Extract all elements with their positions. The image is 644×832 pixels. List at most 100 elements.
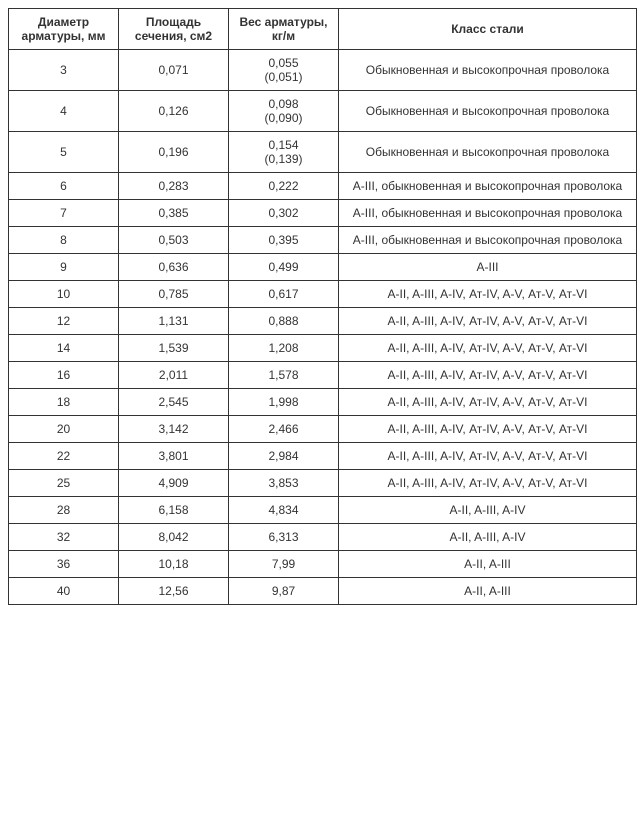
- cell-steel-class: A-II, A-III, A-IV, Ат-IV, A-V, Ат-V, Ат-…: [339, 470, 637, 497]
- cell-area: 2,545: [119, 389, 229, 416]
- table-row: 223,8012,984A-II, A-III, A-IV, Ат-IV, A-…: [9, 443, 637, 470]
- cell-area: 3,801: [119, 443, 229, 470]
- cell-weight: 7,99: [229, 551, 339, 578]
- cell-steel-class: A-II, A-III, A-IV, Ат-IV, A-V, Ат-V, Ат-…: [339, 443, 637, 470]
- table-row: 90,6360,499A-III: [9, 254, 637, 281]
- cell-steel-class: A-III, обыкновенная и высокопрочная пров…: [339, 200, 637, 227]
- table-header-row: Диаметр арматуры, мм Площадь сечения, см…: [9, 9, 637, 50]
- cell-steel-class: Обыкновенная и высокопрочная проволока: [339, 50, 637, 91]
- cell-diameter: 7: [9, 200, 119, 227]
- table-row: 121,1310,888A-II, A-III, A-IV, Ат-IV, A-…: [9, 308, 637, 335]
- cell-area: 8,042: [119, 524, 229, 551]
- cell-weight: 0,098(0,090): [229, 91, 339, 132]
- col-header-area: Площадь сечения, см2: [119, 9, 229, 50]
- cell-area: 10,18: [119, 551, 229, 578]
- cell-steel-class: A-II, A-III: [339, 551, 637, 578]
- cell-steel-class: A-II, A-III, A-IV, Ат-IV, A-V, Ат-V, Ат-…: [339, 281, 637, 308]
- cell-steel-class: A-II, A-III, A-IV, Ат-IV, A-V, Ат-V, Ат-…: [339, 335, 637, 362]
- cell-steel-class: A-II, A-III: [339, 578, 637, 605]
- cell-diameter: 20: [9, 416, 119, 443]
- cell-diameter: 6: [9, 173, 119, 200]
- cell-area: 0,283: [119, 173, 229, 200]
- cell-diameter: 10: [9, 281, 119, 308]
- cell-diameter: 9: [9, 254, 119, 281]
- cell-steel-class: Обыкновенная и высокопрочная проволока: [339, 91, 637, 132]
- cell-weight: 0,499: [229, 254, 339, 281]
- cell-diameter: 5: [9, 132, 119, 173]
- cell-diameter: 28: [9, 497, 119, 524]
- cell-area: 12,56: [119, 578, 229, 605]
- cell-weight: 1,208: [229, 335, 339, 362]
- table-body: 30,0710,055(0,051)Обыкновенная и высокоп…: [9, 50, 637, 605]
- cell-area: 1,539: [119, 335, 229, 362]
- cell-weight: 1,998: [229, 389, 339, 416]
- col-header-weight: Вес арматуры, кг/м: [229, 9, 339, 50]
- cell-area: 0,071: [119, 50, 229, 91]
- table-row: 70,3850,302A-III, обыкновенная и высокоп…: [9, 200, 637, 227]
- cell-diameter: 32: [9, 524, 119, 551]
- table-row: 4012,569,87A-II, A-III: [9, 578, 637, 605]
- cell-steel-class: A-III: [339, 254, 637, 281]
- table-row: 328,0426,313A-II, A-III, A-IV: [9, 524, 637, 551]
- cell-area: 0,785: [119, 281, 229, 308]
- cell-weight: 0,055(0,051): [229, 50, 339, 91]
- cell-area: 0,196: [119, 132, 229, 173]
- cell-diameter: 4: [9, 91, 119, 132]
- cell-weight: 1,578: [229, 362, 339, 389]
- cell-weight: 0,154(0,139): [229, 132, 339, 173]
- table-row: 141,5391,208A-II, A-III, A-IV, Ат-IV, A-…: [9, 335, 637, 362]
- cell-weight: 0,395: [229, 227, 339, 254]
- table-row: 40,1260,098(0,090)Обыкновенная и высокоп…: [9, 91, 637, 132]
- table-row: 182,5451,998A-II, A-III, A-IV, Ат-IV, A-…: [9, 389, 637, 416]
- col-header-diameter: Диаметр арматуры, мм: [9, 9, 119, 50]
- table-row: 80,5030,395A-III, обыкновенная и высокоп…: [9, 227, 637, 254]
- cell-diameter: 40: [9, 578, 119, 605]
- cell-weight: 3,853: [229, 470, 339, 497]
- cell-steel-class: A-II, A-III, A-IV, Ат-IV, A-V, Ат-V, Ат-…: [339, 362, 637, 389]
- col-header-steel-class: Класс стали: [339, 9, 637, 50]
- table-header: Диаметр арматуры, мм Площадь сечения, см…: [9, 9, 637, 50]
- cell-weight: 0,302: [229, 200, 339, 227]
- rebar-table: Диаметр арматуры, мм Площадь сечения, см…: [8, 8, 637, 605]
- cell-weight: 4,834: [229, 497, 339, 524]
- cell-diameter: 22: [9, 443, 119, 470]
- cell-weight: 0,888: [229, 308, 339, 335]
- cell-diameter: 36: [9, 551, 119, 578]
- cell-steel-class: A-II, A-III, A-IV, Ат-IV, A-V, Ат-V, Ат-…: [339, 389, 637, 416]
- cell-diameter: 18: [9, 389, 119, 416]
- table-row: 100,7850,617A-II, A-III, A-IV, Ат-IV, A-…: [9, 281, 637, 308]
- cell-diameter: 14: [9, 335, 119, 362]
- cell-diameter: 3: [9, 50, 119, 91]
- cell-steel-class: A-II, A-III, A-IV: [339, 497, 637, 524]
- table-row: 50,1960,154(0,139)Обыкновенная и высокоп…: [9, 132, 637, 173]
- cell-area: 4,909: [119, 470, 229, 497]
- table-row: 254,9093,853A-II, A-III, A-IV, Ат-IV, A-…: [9, 470, 637, 497]
- cell-steel-class: A-III, обыкновенная и высокопрочная пров…: [339, 227, 637, 254]
- table-row: 60,2830,222A-III, обыкновенная и высокоп…: [9, 173, 637, 200]
- cell-steel-class: A-II, A-III, A-IV: [339, 524, 637, 551]
- cell-area: 6,158: [119, 497, 229, 524]
- table-row: 3610,187,99A-II, A-III: [9, 551, 637, 578]
- table-row: 203,1422,466A-II, A-III, A-IV, Ат-IV, A-…: [9, 416, 637, 443]
- cell-area: 0,503: [119, 227, 229, 254]
- cell-area: 0,636: [119, 254, 229, 281]
- cell-steel-class: A-II, A-III, A-IV, Ат-IV, A-V, Ат-V, Ат-…: [339, 308, 637, 335]
- cell-steel-class: A-II, A-III, A-IV, Ат-IV, A-V, Ат-V, Ат-…: [339, 416, 637, 443]
- cell-diameter: 16: [9, 362, 119, 389]
- cell-weight: 0,222: [229, 173, 339, 200]
- cell-diameter: 25: [9, 470, 119, 497]
- cell-weight: 0,617: [229, 281, 339, 308]
- cell-area: 0,126: [119, 91, 229, 132]
- cell-weight: 9,87: [229, 578, 339, 605]
- cell-weight: 2,984: [229, 443, 339, 470]
- table-row: 286,1584,834A-II, A-III, A-IV: [9, 497, 637, 524]
- cell-diameter: 12: [9, 308, 119, 335]
- cell-area: 1,131: [119, 308, 229, 335]
- cell-area: 2,011: [119, 362, 229, 389]
- table-row: 30,0710,055(0,051)Обыкновенная и высокоп…: [9, 50, 637, 91]
- cell-area: 0,385: [119, 200, 229, 227]
- table-row: 162,0111,578A-II, A-III, A-IV, Ат-IV, A-…: [9, 362, 637, 389]
- cell-weight: 2,466: [229, 416, 339, 443]
- cell-area: 3,142: [119, 416, 229, 443]
- cell-steel-class: Обыкновенная и высокопрочная проволока: [339, 132, 637, 173]
